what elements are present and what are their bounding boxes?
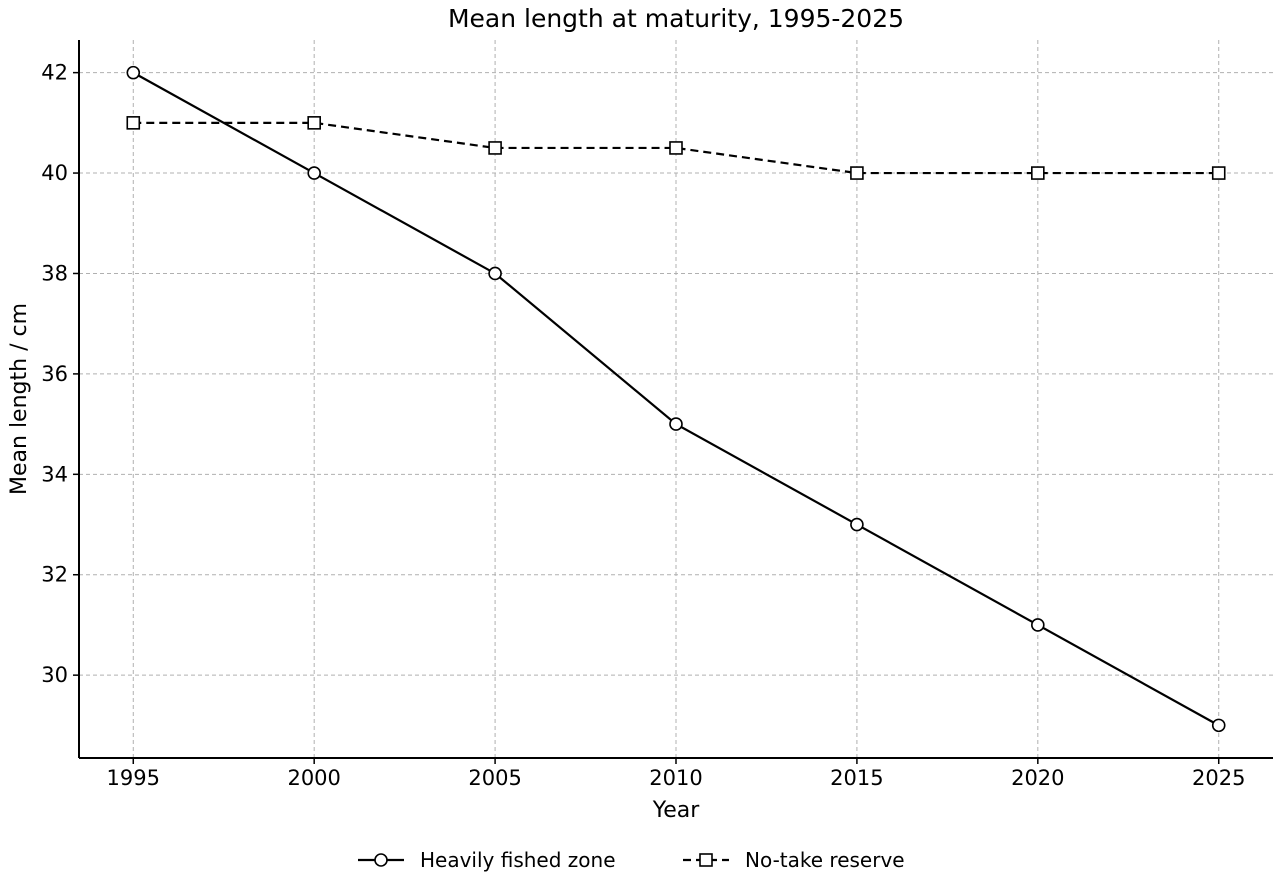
legend-label-heavily-fished: Heavily fished zone [420,848,616,872]
data-point-square [850,166,864,180]
legend-marker-square [699,853,713,867]
data-point-square [1211,166,1226,180]
legend-label-no-take: No-take reserve [745,848,905,872]
series-1 [126,116,1226,180]
y-tick-label: 42 [41,61,68,85]
y-axis-title: Mean length / cm [7,303,32,495]
legend-item-heavily-fished: Heavily fished zone [358,848,616,872]
data-point-square [488,141,502,155]
x-tick-label: 1995 [107,766,160,790]
x-tick-label: 2025 [1192,766,1245,790]
data-point-square [1031,166,1045,180]
data-point-circle [1211,718,1226,733]
y-tick-label: 40 [41,161,68,185]
data-point-circle [488,266,502,281]
gridlines [79,40,1273,758]
x-tick-label: 2000 [287,766,340,790]
x-tick-label: 2020 [1011,766,1064,790]
x-tick-label: 2015 [830,766,883,790]
series-0 [126,65,1226,733]
data-point-square [307,116,321,130]
legend-item-no-take: No-take reserve [683,848,905,872]
y-tick-label: 30 [41,663,68,687]
data-point-circle [669,417,683,431]
data-point-circle [850,517,864,532]
y-tick-label: 38 [41,261,68,285]
data-point-circle [307,166,321,180]
x-tick-label: 2005 [468,766,521,790]
x-tick-label: 2010 [649,766,702,790]
data-point-circle [1031,618,1045,632]
data-point-circle [126,65,141,80]
x-axis-title: Year [652,798,701,823]
y-tick-label: 34 [41,462,68,486]
tick-marks-and-labels: 1995 2000 2005 2010 2015 2020 2025 30 32 34 36 38 40… [41,61,1245,790]
legend-marker-circle [374,853,388,867]
data-series [126,65,1226,733]
legend: Heavily fished zone No-take reserve [358,848,905,872]
y-tick-label: 32 [41,563,68,587]
y-tick-label: 36 [41,362,68,386]
chart-title: Mean length at maturity, 1995-2025 [448,4,904,33]
data-point-square [669,141,683,155]
data-point-square [126,116,141,130]
